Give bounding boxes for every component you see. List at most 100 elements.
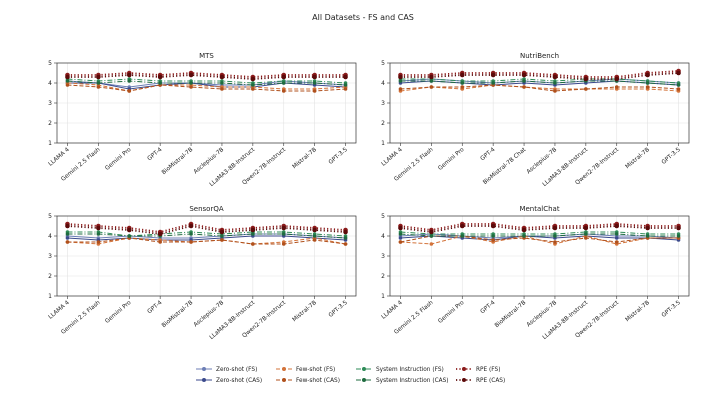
data-point: [429, 74, 434, 80]
legend-item: Zero-shot (CAS): [196, 378, 262, 384]
data-point: [553, 81, 557, 85]
series-line: [67, 84, 346, 92]
y-tick-label: 4: [381, 233, 385, 240]
series-line: [400, 223, 679, 231]
data-point: [158, 240, 162, 244]
x-tick-label: BioMistral-7B: [494, 300, 527, 329]
data-point: [645, 234, 650, 238]
y-tick-label: 3: [48, 100, 52, 107]
legend-label: Few-shot (CAS): [296, 378, 340, 384]
x-tick-label: GPT-3.5: [661, 147, 682, 166]
data-point: [614, 240, 619, 244]
data-point: [251, 242, 255, 246]
data-point: [460, 81, 465, 85]
data-point: [645, 72, 650, 78]
y-tick-label: 2: [48, 120, 52, 127]
data-point: [251, 87, 255, 91]
data-point: [343, 74, 348, 80]
data-point: [584, 87, 588, 91]
data-point: [343, 83, 348, 87]
x-tick-label: GPT-4: [147, 300, 164, 316]
y-tick-label: 1: [48, 140, 52, 147]
data-point: [429, 79, 434, 83]
data-point: [614, 85, 619, 89]
data-point: [127, 89, 132, 93]
x-tick-label: GPT-4: [147, 147, 164, 163]
y-tick-label: 5: [48, 213, 52, 220]
x-tick-label: Mistral-7B: [625, 147, 651, 170]
series-line: [67, 80, 346, 88]
data-point: [312, 227, 317, 233]
data-point: [65, 83, 70, 87]
data-point: [65, 223, 70, 229]
legend-swatch-marker: [282, 367, 286, 371]
legend-item: Zero-shot (FS): [196, 367, 257, 373]
y-tick-label: 3: [48, 253, 52, 260]
legend-label: System Instruction (FS): [376, 367, 444, 373]
data-point: [281, 74, 287, 80]
legend-label: Zero-shot (FS): [216, 367, 257, 373]
series-line: [400, 78, 679, 84]
data-point: [189, 240, 193, 244]
data-point: [521, 72, 527, 78]
data-point: [676, 225, 681, 231]
data-point: [645, 81, 650, 85]
y-tick-label: 2: [381, 273, 385, 280]
series-line: [67, 72, 346, 78]
data-point: [676, 234, 681, 238]
data-point: [281, 232, 286, 236]
legend-item: Few-shot (CAS): [276, 378, 340, 384]
x-tick-label: Gemini Pro: [437, 300, 465, 325]
data-point: [312, 81, 317, 85]
series-line: [67, 237, 346, 245]
data-point: [281, 242, 286, 246]
data-point: [96, 81, 101, 85]
data-point: [645, 85, 650, 89]
data-point: [343, 87, 348, 91]
series-line: [67, 82, 346, 90]
data-point: [398, 79, 403, 83]
data-point: [645, 225, 650, 231]
data-point: [553, 240, 557, 244]
series-line: [400, 235, 679, 243]
data-point: [491, 81, 495, 85]
x-tick-label: Mistral-7B: [625, 300, 651, 323]
data-point: [553, 89, 557, 93]
data-point: [157, 74, 163, 80]
data-point: [490, 223, 496, 229]
legend-swatch-marker: [362, 367, 366, 371]
data-point: [127, 234, 132, 238]
series-line: [400, 233, 679, 237]
data-point: [65, 236, 70, 240]
series-line: [400, 231, 679, 235]
legend-label: System Instruction (CAS): [376, 378, 449, 384]
data-point: [491, 238, 495, 242]
x-tick-label: Asclepius-7B: [193, 300, 225, 328]
legend-item: Few-shot (FS): [276, 367, 335, 373]
data-point: [251, 83, 255, 87]
legend-swatch-marker: [462, 378, 466, 382]
x-tick-label: LLAMA 4: [48, 147, 71, 168]
panel-title: SensorQA: [189, 205, 224, 213]
series-line: [400, 80, 679, 86]
legend-label: RPE (CAS): [476, 378, 505, 384]
panel-title: MTS: [199, 52, 214, 60]
data-point: [158, 81, 162, 85]
data-point: [343, 242, 348, 246]
data-point: [459, 223, 465, 229]
legend: Zero-shot (FS) Zero-shot (CAS) Few-shot (F…: [196, 367, 505, 384]
x-tick-label: GPT-4: [480, 300, 497, 316]
data-point: [398, 236, 403, 240]
data-point: [312, 89, 317, 93]
legend-item: RPE (FS): [456, 367, 500, 373]
x-tick-label: Asclepius-7B: [193, 147, 225, 175]
data-point: [126, 72, 132, 78]
y-tick-label: 5: [48, 60, 52, 67]
data-point: [65, 74, 70, 80]
series-line: [400, 233, 679, 239]
legend-label: Few-shot (FS): [296, 367, 335, 373]
x-tick-label: LLAMA 4: [48, 300, 71, 321]
